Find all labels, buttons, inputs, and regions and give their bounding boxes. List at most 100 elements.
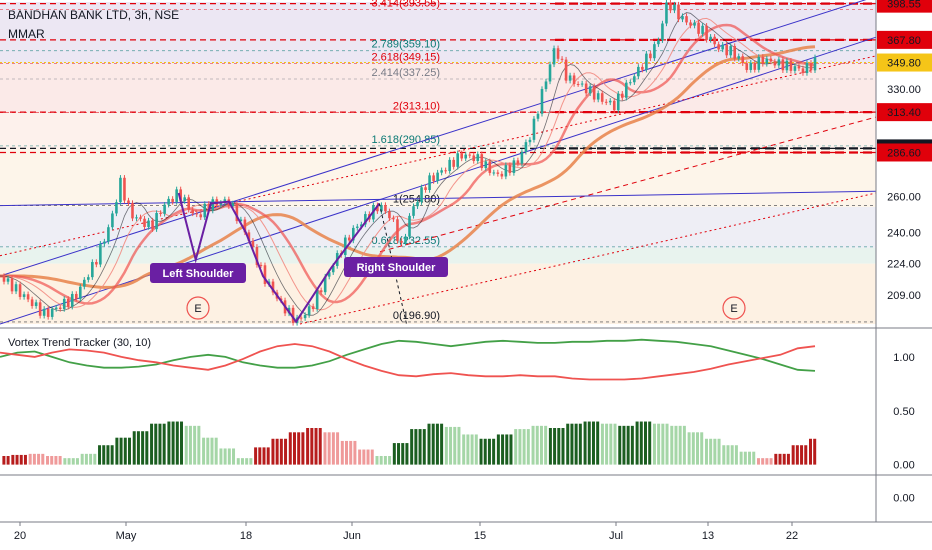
histogram-bar: [362, 449, 366, 465]
histogram-bar: [197, 425, 201, 465]
histogram-bar: [418, 429, 422, 465]
histogram-bar: [643, 421, 647, 465]
candle-body: [99, 243, 102, 265]
candle-body: [713, 36, 716, 45]
histogram-bar: [596, 421, 600, 465]
histogram-bar: [71, 458, 75, 465]
candle-body: [737, 56, 741, 59]
histogram-bar: [613, 423, 617, 465]
histogram-bar: [730, 445, 734, 465]
pane3-tick: 0.00: [893, 493, 914, 505]
histogram-bar: [292, 432, 296, 465]
histogram-bar: [435, 423, 439, 465]
histogram-bar: [106, 445, 110, 465]
price-badge: [877, 53, 932, 72]
candle-body: [629, 82, 632, 84]
right-shoulder-label: Right Shoulder: [344, 257, 448, 277]
histogram-bar: [800, 445, 804, 465]
candle-body: [645, 53, 648, 70]
candle-body: [34, 302, 38, 307]
candle-body: [625, 82, 628, 98]
candle-body: [159, 212, 162, 214]
earnings-letter: E: [730, 303, 737, 315]
histogram-bar: [288, 432, 292, 465]
histogram-bar: [28, 453, 32, 465]
candle-body: [793, 66, 797, 71]
candle-body: [520, 151, 524, 164]
candle-body: [745, 63, 749, 70]
histogram-bar: [145, 431, 149, 465]
ma-red-line: [0, 23, 816, 305]
histogram-bar: [561, 428, 565, 465]
candle-body: [404, 236, 407, 243]
candle-body: [352, 227, 355, 241]
histogram-bar: [687, 432, 691, 465]
candle-body: [673, 4, 676, 11]
histogram-bar: [535, 425, 539, 465]
fib-label: 2.789(359.10): [372, 39, 441, 51]
histogram-bar: [345, 440, 349, 465]
histogram-bar: [306, 428, 310, 465]
histogram-bar: [50, 456, 54, 465]
candle-body: [416, 202, 419, 207]
histogram-bar: [358, 449, 362, 465]
histogram-bar: [574, 423, 578, 465]
candle-body: [155, 212, 158, 230]
candle-body: [669, 2, 672, 11]
candle-body: [464, 154, 468, 159]
candle-body: [83, 279, 86, 287]
histogram-bar: [98, 445, 102, 465]
candle-body: [259, 264, 263, 266]
candle-body: [78, 286, 82, 299]
candle-body: [633, 76, 636, 83]
histogram-bar: [444, 426, 448, 465]
candle-body: [38, 302, 42, 316]
candle-body: [568, 75, 572, 81]
histogram-bar: [566, 423, 570, 465]
candle-body: [303, 315, 307, 319]
price-tick: 209.00: [887, 290, 921, 302]
histogram-bar: [748, 451, 752, 465]
red-dashed-trend: [379, 116, 877, 253]
candle-body: [191, 209, 195, 214]
candle-body: [524, 142, 528, 152]
histogram-bar: [405, 443, 409, 465]
histogram-bar: [734, 445, 738, 465]
fib-label: 0(196.90): [393, 310, 440, 322]
candle-body: [472, 155, 476, 161]
histogram-bar: [23, 454, 27, 465]
candle-body: [179, 189, 182, 202]
candle-body: [657, 40, 660, 45]
candle-body: [436, 172, 439, 182]
histogram-bar: [639, 421, 643, 465]
histogram-bar: [58, 456, 62, 465]
candle-body: [91, 262, 94, 278]
candle-body: [247, 232, 251, 241]
histogram-bar: [717, 438, 721, 465]
candle-body: [243, 219, 247, 233]
histogram-bar: [795, 445, 799, 465]
histogram-bar: [526, 429, 530, 465]
candle-body: [769, 58, 773, 62]
earnings-circle: [722, 296, 746, 320]
candle-body: [203, 203, 207, 218]
histogram-bar: [19, 454, 23, 465]
candle-body: [697, 22, 700, 34]
histogram-bar: [236, 458, 240, 465]
candle-body: [733, 46, 737, 59]
histogram-bar: [331, 432, 335, 465]
candle-body: [641, 66, 644, 70]
candle-body: [263, 265, 267, 284]
candle-body: [580, 83, 584, 85]
earnings-marker: E: [186, 296, 210, 320]
histogram-bar: [67, 458, 71, 465]
histogram-bar: [115, 437, 119, 465]
candle-body: [139, 217, 142, 219]
price-badge: [877, 30, 932, 49]
histogram-bar: [63, 458, 67, 465]
candle-body: [251, 240, 255, 247]
candle-body: [480, 154, 484, 169]
candle-body: [95, 262, 98, 265]
